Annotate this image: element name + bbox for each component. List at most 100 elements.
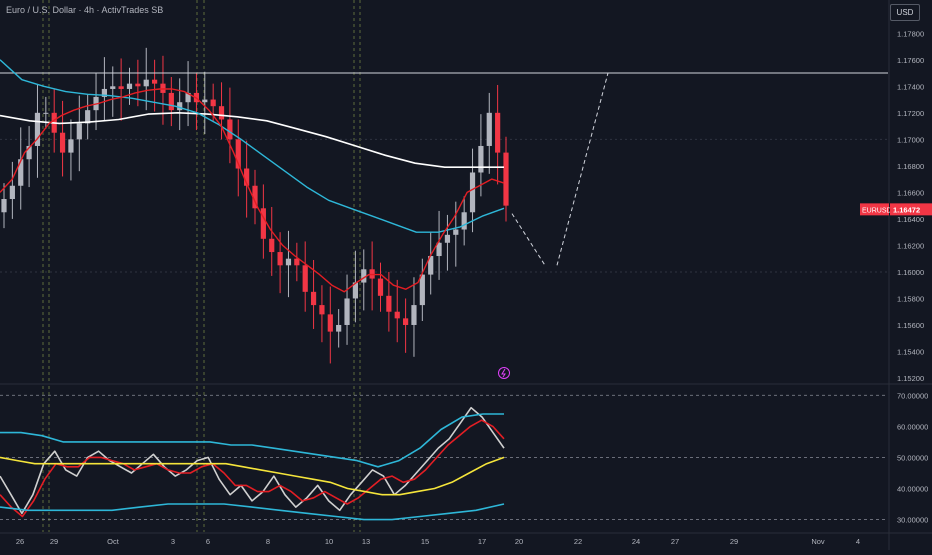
- price-tick-label: 1.15800: [897, 294, 924, 303]
- candle-body[interactable]: [68, 139, 74, 153]
- candle-body[interactable]: [269, 238, 275, 253]
- candle-body[interactable]: [168, 92, 174, 111]
- price-label-value-bg: [890, 203, 932, 216]
- symbol-title: Euro / U.S. Dollar · 4h · ActivTrades SB: [6, 5, 164, 15]
- candle-body[interactable]: [461, 212, 467, 230]
- candle-body[interactable]: [386, 295, 392, 312]
- candle-body[interactable]: [152, 79, 158, 84]
- rsi-red-line[interactable]: [0, 419, 505, 518]
- candle-body[interactable]: [294, 258, 300, 266]
- time-tick-label: 17: [478, 537, 486, 546]
- candle-body[interactable]: [352, 282, 358, 299]
- candle-body[interactable]: [361, 269, 367, 283]
- candle-body[interactable]: [18, 159, 24, 186]
- candle-body[interactable]: [486, 112, 492, 146]
- price-tick-label: 1.16200: [897, 241, 924, 250]
- candle-body[interactable]: [252, 185, 258, 209]
- rsi-yellow-line[interactable]: [0, 456, 505, 496]
- rsi-cyan-lower-line[interactable]: [0, 503, 505, 521]
- candle-body[interactable]: [419, 274, 425, 306]
- candle-body[interactable]: [185, 92, 191, 103]
- candle-body[interactable]: [210, 99, 216, 107]
- candle-body[interactable]: [495, 112, 501, 153]
- ema-red-line[interactable]: [0, 88, 505, 293]
- candle-body[interactable]: [344, 298, 350, 325]
- time-tick-label: 29: [730, 537, 738, 546]
- candle-body[interactable]: [26, 145, 32, 160]
- time-tick-label: 26: [16, 537, 24, 546]
- candle-body[interactable]: [43, 112, 49, 114]
- candle-body[interactable]: [444, 234, 451, 243]
- price-tick-label: 1.15400: [897, 348, 924, 357]
- candle-body[interactable]: [9, 185, 15, 200]
- price-tick-label: 1.15200: [897, 374, 924, 383]
- time-tick-label: 22: [574, 537, 582, 546]
- candle-body[interactable]: [319, 305, 325, 315]
- candle-body[interactable]: [160, 83, 166, 93]
- candle-body[interactable]: [469, 172, 476, 213]
- candle-body[interactable]: [244, 168, 250, 186]
- price-tick-label: 1.17600: [897, 56, 924, 65]
- candle-body[interactable]: [227, 119, 233, 140]
- currency-badge[interactable]: USD: [890, 4, 920, 21]
- candle-body[interactable]: [76, 123, 82, 140]
- rsi-white-line[interactable]: [0, 406, 505, 515]
- candle-body[interactable]: [327, 314, 333, 332]
- candle-body[interactable]: [34, 112, 41, 146]
- candle-body[interactable]: [310, 291, 317, 306]
- candle-body[interactable]: [394, 311, 400, 319]
- candle-body[interactable]: [277, 252, 283, 266]
- price-tick-label: 1.16600: [897, 188, 924, 197]
- candle-body[interactable]: [143, 79, 149, 87]
- projection-down[interactable]: [511, 213, 546, 266]
- price-tick-label: 1.16400: [897, 215, 924, 224]
- candle-body[interactable]: [436, 242, 442, 257]
- time-tick-label: 8: [266, 537, 270, 546]
- candle-body[interactable]: [118, 86, 124, 89]
- candle-body[interactable]: [453, 229, 459, 235]
- projection-up[interactable]: [556, 72, 609, 266]
- candle-body[interactable]: [302, 265, 308, 292]
- candle-body[interactable]: [177, 102, 183, 111]
- candle-body[interactable]: [85, 110, 91, 124]
- candle-body[interactable]: [411, 305, 417, 325]
- price-tick-label: 1.16000: [897, 268, 924, 277]
- lightning-icon[interactable]: [498, 367, 510, 379]
- candle-body[interactable]: [218, 106, 225, 120]
- lightning-icon-glyph: [501, 368, 506, 378]
- candle-body[interactable]: [478, 145, 484, 173]
- candle-body[interactable]: [428, 256, 434, 275]
- candle-body[interactable]: [110, 86, 116, 89]
- time-tick-label: 20: [515, 537, 523, 546]
- candle-body[interactable]: [101, 88, 107, 97]
- candle-body[interactable]: [503, 152, 509, 206]
- candle-body[interactable]: [126, 83, 133, 89]
- rsi-tick-label: 30.00000: [897, 516, 928, 525]
- ema-cyan-line[interactable]: [0, 59, 505, 233]
- candle-body[interactable]: [260, 208, 266, 239]
- time-tick-label: 6: [206, 537, 210, 546]
- rsi-tick-label: 70.00000: [897, 391, 928, 400]
- price-tick-label: 1.15600: [897, 321, 924, 330]
- rsi-cyan-upper-line[interactable]: [0, 413, 504, 468]
- candle-body[interactable]: [285, 258, 292, 266]
- time-tick-label: 27: [671, 537, 679, 546]
- candle-body[interactable]: [59, 132, 66, 153]
- time-tick-label: 15: [421, 537, 429, 546]
- candle-body[interactable]: [336, 324, 342, 332]
- candle-body[interactable]: [202, 99, 208, 103]
- price-label-value: 1.16472: [893, 205, 920, 214]
- ma-white-line[interactable]: [0, 112, 504, 168]
- time-tick-label: 4: [856, 537, 860, 546]
- candle-body[interactable]: [1, 199, 7, 213]
- price-label-symbol: EURUSD: [862, 207, 892, 214]
- candle-body[interactable]: [403, 318, 409, 325]
- price-tick-label: 1.16800: [897, 162, 924, 171]
- candle-body[interactable]: [235, 139, 241, 169]
- candle-body[interactable]: [135, 83, 141, 87]
- candle-body[interactable]: [377, 278, 384, 296]
- time-tick-label: 24: [632, 537, 640, 546]
- price-tick-label: 1.17400: [897, 82, 924, 91]
